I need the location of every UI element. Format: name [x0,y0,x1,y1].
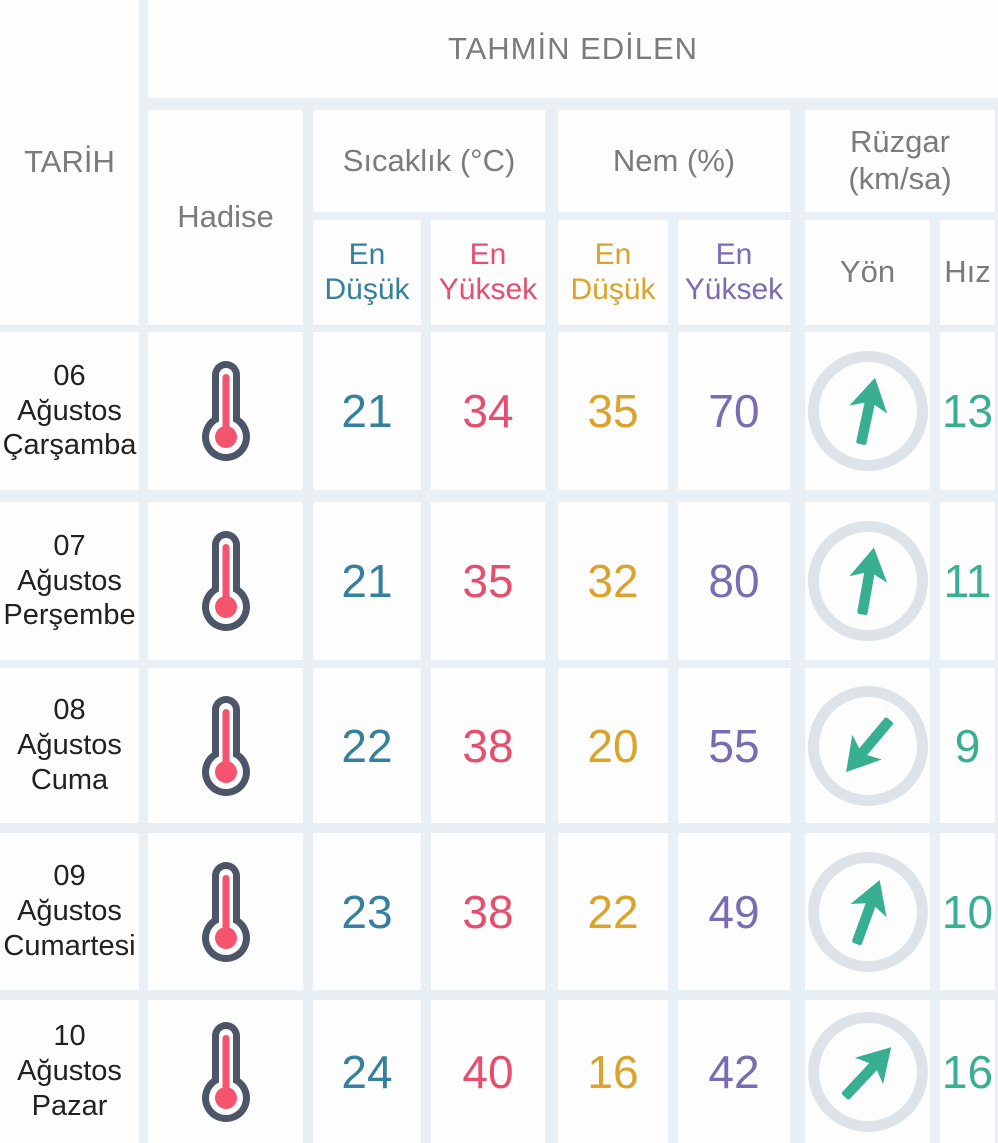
event-cell [148,668,303,823]
date-label: 09 Ağustos Cumartesi [3,860,136,962]
date-label: 07 Ağustos Perşembe [3,529,136,632]
predicted-label: TAHMİN EDİLEN [447,30,699,66]
humidity-min-label: En Düşük [570,238,656,306]
humidity-group-label: Nem (%) [612,142,736,178]
header-event: Hadise [148,110,303,325]
humidity-max-cell: 49 [678,833,790,990]
wind-direction-cell [805,668,930,823]
wind-speed-label: Hız [944,254,991,290]
temp-min-cell: 21 [313,502,421,660]
header-predicted: TAHMİN EDİLEN [148,0,998,98]
temp-max-cell: 35 [431,502,545,660]
wind-speed-cell: 13 [940,332,995,490]
humidity-max-cell: 80 [678,502,790,660]
temp-min-cell: 23 [313,833,421,990]
wind-direction-arrow-icon [841,1046,891,1100]
date-label: 06 Ağustos Çarşamba [2,359,137,462]
wind-direction-ring [807,685,928,806]
subheader-temp-max: En Yüksek [431,220,545,325]
date-label: 08 Ağustos Cuma [17,694,122,796]
wind-direction-arrow-icon [849,879,887,945]
event-cell [148,1000,303,1143]
humidity-max-cell: 42 [678,1000,790,1143]
temp-max-cell: 34 [431,332,545,490]
temp-max-label: En Yüksek [438,238,538,306]
wind-speed-cell: 9 [940,668,995,823]
wind-direction-label: Yön [839,254,896,290]
subheader-wind-direction: Yön [805,220,930,325]
date-header-label: TARİH [24,144,115,180]
date-label: 10 Ağustos Pazar [17,1020,122,1122]
thermometer-icon [201,1021,250,1122]
event-cell [148,332,303,490]
header-humidity-group: Nem (%) [558,110,790,212]
subheader-wind-speed: Hız [940,220,995,325]
wind-direction-arrow-icon [845,717,893,772]
humidity-min-cell: 32 [558,502,668,660]
thermometer-icon [201,361,250,461]
wind-direction-cell [805,502,930,660]
wind-direction-ring [807,351,928,471]
temp-min-cell: 24 [313,1000,421,1143]
event-cell [148,833,303,990]
temp-max-cell: 38 [431,668,545,823]
humidity-min-cell: 20 [558,668,668,823]
humidity-min-cell: 22 [558,833,668,990]
thermometer-icon [201,695,250,796]
date-cell: 06 Ağustos Çarşamba [0,332,139,490]
humidity-max-label: En Yüksek [684,238,784,306]
date-cell: 07 Ağustos Perşembe [0,502,139,660]
wind-direction-arrow-icon [848,377,887,445]
wind-direction-cell [805,1000,930,1143]
temp-max-cell: 38 [431,833,545,990]
subheader-temp-min: En Düşük [313,220,421,325]
wind-direction-cell [805,332,930,490]
temp-min-cell: 21 [313,332,421,490]
temperature-group-label: Sıcaklık (°C) [342,142,516,178]
wind-direction-ring [807,521,928,641]
date-cell: 10 Ağustos Pazar [0,1000,139,1143]
wind-group-label: Rüzgar (km/sa) [848,124,952,196]
thermometer-icon [201,531,250,631]
wind-direction-ring [807,851,928,972]
wind-speed-cell: 11 [940,502,995,660]
humidity-max-cell: 70 [678,332,790,490]
wind-direction-arrow-icon [848,547,887,616]
date-cell: 08 Ağustos Cuma [0,668,139,823]
thermometer-icon [201,861,250,962]
header-wind-group: Rüzgar (km/sa) [805,110,995,212]
wind-speed-cell: 10 [940,833,995,990]
event-cell [148,502,303,660]
humidity-min-cell: 16 [558,1000,668,1143]
wind-direction-cell [805,833,930,990]
subheader-humidity-max: En Yüksek [678,220,790,325]
wind-speed-cell: 16 [940,1000,995,1143]
wind-direction-ring [807,1011,928,1132]
temp-min-cell: 22 [313,668,421,823]
temp-max-cell: 40 [431,1000,545,1143]
humidity-max-cell: 55 [678,668,790,823]
date-cell: 09 Ağustos Cumartesi [0,833,139,990]
subheader-humidity-min: En Düşük [558,220,668,325]
event-header-label: Hadise [177,199,274,235]
header-temperature-group: Sıcaklık (°C) [313,110,545,212]
temp-min-label: En Düşük [324,238,410,306]
humidity-min-cell: 35 [558,332,668,490]
header-date: TARİH [0,0,139,325]
